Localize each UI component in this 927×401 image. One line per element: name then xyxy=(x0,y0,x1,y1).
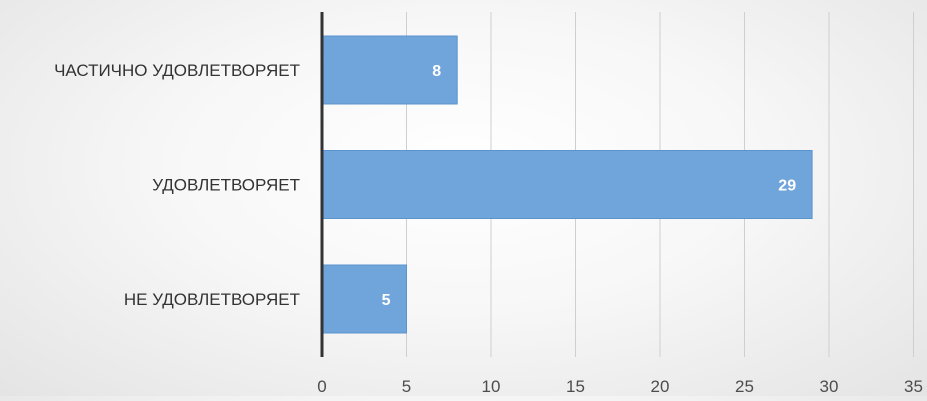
category-label: НЕ УДОВЛЕТВОРЯЕТ xyxy=(124,290,300,309)
data-label: 5 xyxy=(382,292,391,309)
x-tick-label: 30 xyxy=(820,377,839,396)
data-label: 29 xyxy=(778,178,796,195)
x-tick-label: 20 xyxy=(651,377,670,396)
x-tick-label: 0 xyxy=(317,377,326,396)
category-label: УДОВЛЕТВОРЯЕТ xyxy=(152,176,300,195)
bar-1 xyxy=(321,150,813,219)
data-label: 8 xyxy=(432,63,441,80)
bars xyxy=(321,35,813,334)
x-tick-label: 35 xyxy=(904,377,923,396)
x-tick-label: 10 xyxy=(482,377,501,396)
category-label: ЧАСТИЧНО УДОВЛЕТВОРЯЕТ xyxy=(54,61,300,80)
x-tick-label: 25 xyxy=(735,377,754,396)
labels: 0 5 10 15 20 25 30 35 8 ЧАСТИЧНО УДОВЛЕТВОРЯЕТ 29 У… xyxy=(54,61,923,396)
x-tick-label: 15 xyxy=(566,377,585,396)
x-tick-label: 5 xyxy=(402,377,411,396)
bar-2 xyxy=(321,264,407,334)
